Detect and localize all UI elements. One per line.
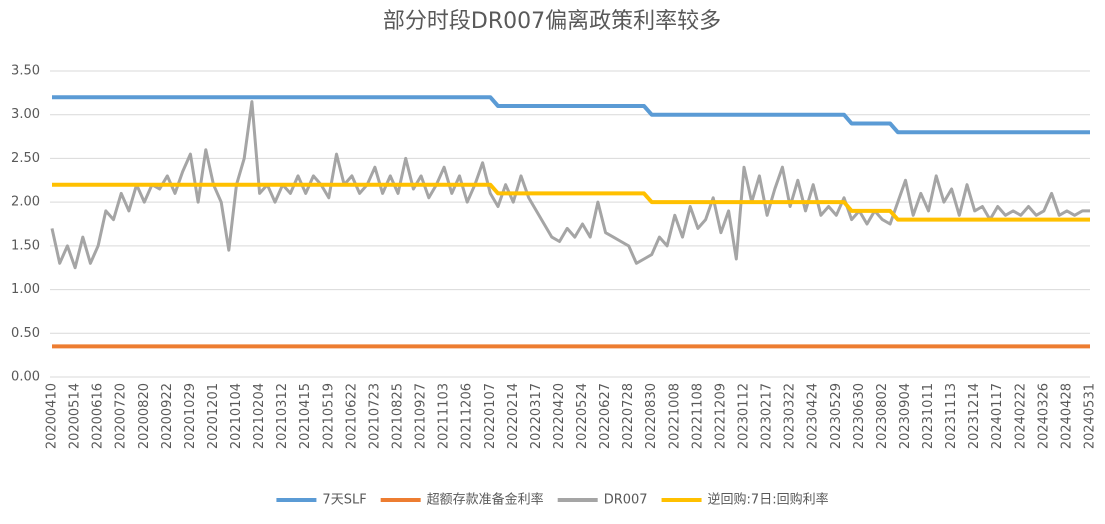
legend-label: 逆回购:7日:回购利率	[708, 492, 829, 508]
x-tick-label: 20220524	[575, 383, 590, 449]
x-tick-label: 20230424	[806, 383, 821, 449]
x-tick-label: 20230322	[783, 383, 798, 449]
x-tick-label: 20220317	[529, 383, 544, 449]
x-tick-label: 20211206	[460, 383, 475, 449]
x-tick-label: 20221108	[690, 383, 705, 449]
y-tick-label: 2.00	[11, 195, 40, 210]
x-tick-label: 20210204	[252, 383, 267, 449]
legend-label: 超额存款准备金利率	[427, 492, 544, 508]
y-tick-label: 3.00	[11, 107, 40, 122]
x-tick-label: 20210723	[367, 383, 382, 449]
x-tick-label: 20200720	[114, 383, 129, 449]
x-tick-label: 20220728	[621, 383, 636, 449]
x-tick-label: 20200410	[45, 383, 60, 449]
x-tick-label: 20210312	[275, 383, 290, 449]
x-tick-label: 20200514	[68, 383, 83, 449]
x-tick-label: 20210415	[298, 383, 313, 449]
x-tick-label: 20210927	[414, 383, 429, 449]
x-tick-label: 20230904	[898, 383, 913, 449]
x-tick-label: 20200820	[137, 383, 152, 449]
x-tick-label: 20231011	[921, 383, 936, 449]
x-tick-label: 20231214	[967, 383, 982, 449]
x-tick-label: 20200922	[160, 383, 175, 449]
x-tick-label: 20240222	[1013, 383, 1028, 449]
line-series	[52, 95, 1090, 135]
x-tick-label: 20210519	[321, 383, 336, 449]
legend: 7天SLF 超额存款准备金利率 DR007 逆回购:7日:回购利率	[276, 492, 829, 508]
legend-label: DR007	[604, 493, 648, 508]
x-tick-label: 20210622	[344, 383, 359, 449]
x-tick-label: 20230802	[875, 383, 890, 449]
x-tick-label: 20240117	[990, 383, 1005, 449]
x-tick-label: 20201201	[206, 383, 221, 449]
line-series	[50, 100, 1090, 270]
x-tick-label: 20221209	[713, 383, 728, 449]
x-tick-label: 20220107	[483, 383, 498, 449]
x-tick-label: 20230217	[760, 383, 775, 449]
x-tick-label: 20220627	[598, 383, 613, 449]
x-tick-label: 20230112	[737, 383, 752, 449]
x-tick-label: 20221008	[667, 383, 682, 449]
y-tick-label: 2.50	[11, 151, 40, 166]
y-tick-label: 0.50	[11, 326, 40, 341]
x-tick-label: 20220214	[506, 383, 521, 449]
chart-title: 部分时段DR007偏离政策利率较多	[383, 9, 721, 34]
x-tick-label: 20231113	[944, 383, 959, 449]
x-tick-label: 20240531	[1083, 383, 1098, 449]
x-tick-label: 20201029	[183, 383, 198, 449]
line-series	[52, 182, 1090, 222]
x-tick-label: 20220830	[644, 383, 659, 449]
y-tick-label: 3.50	[11, 64, 40, 79]
y-tick-label: 1.00	[11, 282, 40, 297]
x-tick-label: 20230630	[852, 383, 867, 449]
x-tick-label: 20220420	[552, 383, 567, 449]
x-tick-label: 20211103	[437, 383, 452, 449]
x-tick-label: 20240326	[1036, 383, 1051, 449]
x-tick-label: 20200616	[91, 383, 106, 449]
y-tick-label: 0.00	[11, 370, 40, 385]
x-tick-label: 20210825	[391, 383, 406, 449]
y-tick-label: 1.50	[11, 238, 40, 253]
x-tick-label: 20240428	[1059, 383, 1074, 449]
x-tick-label: 20210104	[229, 383, 244, 449]
x-tick-label: 20230529	[829, 383, 844, 449]
legend-label: 7天SLF	[322, 493, 366, 508]
